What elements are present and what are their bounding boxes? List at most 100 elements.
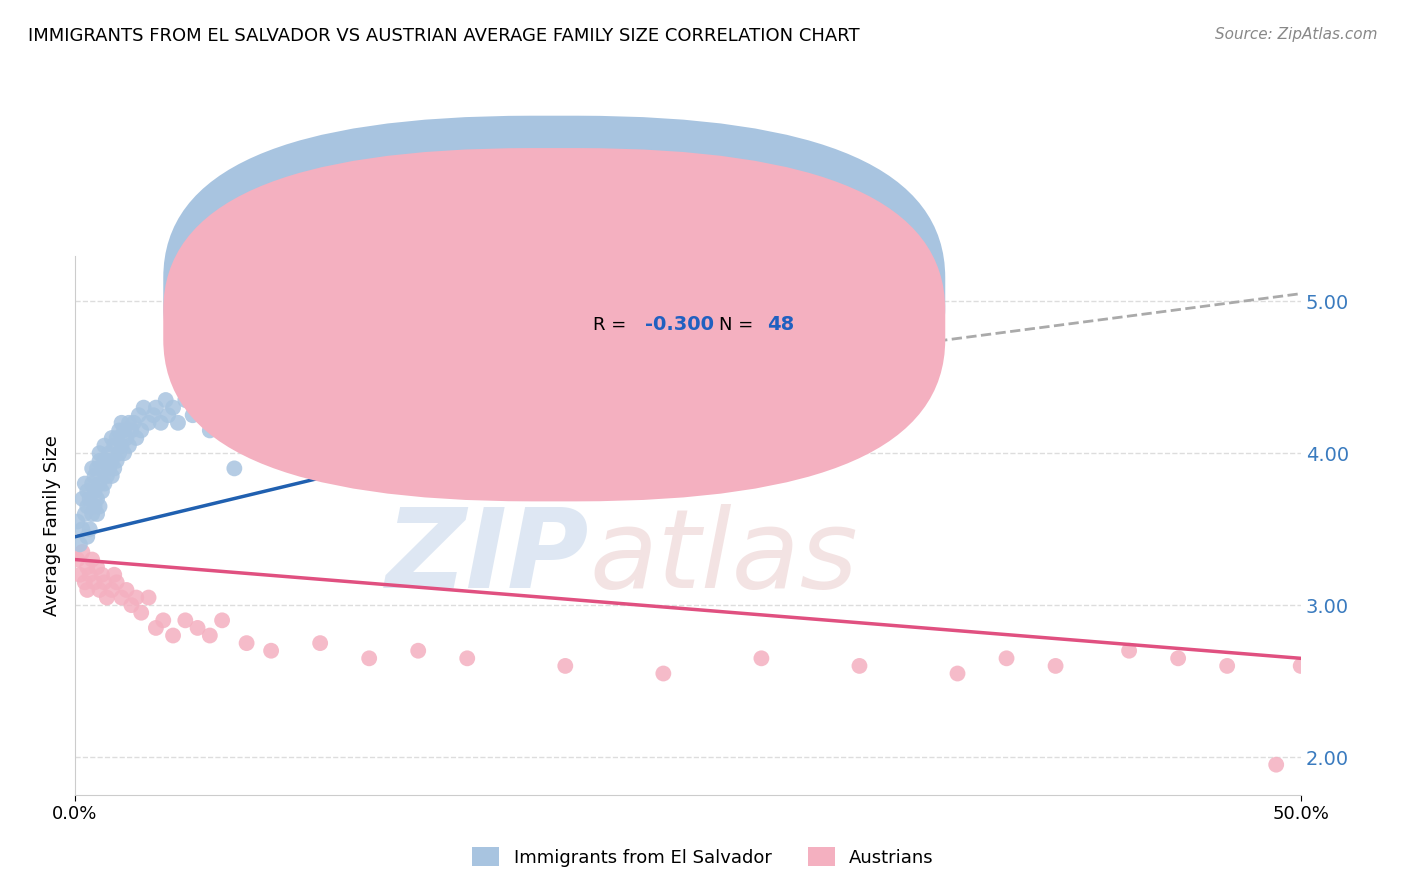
Point [91, 484, 114, 499]
Text: N =: N = [718, 316, 758, 334]
Point [79, 522, 101, 536]
Point [96, 469, 118, 483]
Point [162, 628, 184, 642]
Point [96, 591, 118, 605]
Point [89, 476, 111, 491]
Point [187, 401, 209, 415]
Point [224, 461, 246, 475]
Point [211, 613, 233, 627]
Text: 0.629: 0.629 [645, 283, 706, 301]
Point [105, 454, 128, 468]
Point [101, 431, 124, 445]
Point [406, 644, 429, 658]
Point [129, 424, 152, 438]
Point [66, 552, 89, 566]
Point [162, 401, 184, 415]
Point [946, 666, 969, 681]
Point [93, 454, 115, 468]
Point [98, 461, 121, 475]
Point [83, 575, 105, 590]
Point [260, 446, 283, 460]
Y-axis label: Average Family Size: Average Family Size [44, 435, 60, 615]
Point [115, 582, 138, 597]
Point [83, 484, 105, 499]
Point [98, 446, 121, 460]
Point [432, 385, 454, 400]
Point [187, 621, 209, 635]
Point [211, 408, 233, 422]
Point [120, 598, 142, 612]
Point [82, 476, 104, 491]
Point [235, 636, 257, 650]
Point [101, 469, 124, 483]
Point [82, 461, 104, 475]
Point [603, 362, 626, 376]
Point [112, 446, 135, 460]
Point [89, 500, 111, 514]
Point [873, 340, 896, 354]
Point [89, 582, 111, 597]
Text: 48: 48 [768, 315, 794, 334]
Point [83, 500, 105, 514]
Point [108, 424, 131, 438]
Point [1289, 659, 1312, 673]
Point [174, 392, 197, 407]
Point [72, 522, 94, 536]
Point [91, 461, 114, 475]
Text: N =: N = [718, 284, 758, 301]
Point [145, 401, 167, 415]
Point [676, 355, 699, 369]
Point [86, 507, 108, 521]
Point [72, 491, 94, 506]
Point [69, 567, 91, 582]
Point [157, 408, 180, 422]
Point [922, 332, 945, 346]
Point [86, 491, 108, 506]
Text: 88: 88 [768, 283, 794, 301]
Point [73, 476, 96, 491]
Point [1167, 651, 1189, 665]
Point [115, 431, 138, 445]
Point [120, 424, 142, 438]
Point [174, 613, 197, 627]
Point [72, 545, 94, 559]
Point [110, 416, 132, 430]
Point [118, 439, 141, 453]
Point [91, 567, 114, 582]
Point [110, 439, 132, 453]
Point [118, 416, 141, 430]
Point [995, 651, 1018, 665]
Text: R =: R = [593, 284, 633, 301]
Point [79, 567, 101, 582]
Point [105, 575, 128, 590]
Point [82, 507, 104, 521]
Point [897, 347, 920, 361]
Point [73, 575, 96, 590]
Point [725, 362, 748, 376]
Point [76, 484, 98, 499]
Point [76, 560, 98, 574]
Point [66, 515, 89, 529]
Point [333, 416, 356, 430]
Point [1265, 757, 1288, 772]
Point [125, 591, 148, 605]
Text: R =: R = [593, 316, 633, 334]
Point [1216, 659, 1239, 673]
Point [505, 370, 527, 384]
Point [132, 401, 155, 415]
Point [138, 591, 160, 605]
Point [69, 537, 91, 551]
Point [235, 416, 257, 430]
FancyBboxPatch shape [163, 116, 945, 469]
Point [103, 439, 125, 453]
Point [145, 621, 167, 635]
Point [181, 408, 204, 422]
Point [554, 377, 576, 392]
Text: ZIP: ZIP [387, 504, 589, 611]
Point [382, 392, 405, 407]
Point [96, 454, 118, 468]
FancyBboxPatch shape [510, 269, 890, 350]
Point [112, 424, 135, 438]
Point [125, 431, 148, 445]
Point [86, 461, 108, 475]
